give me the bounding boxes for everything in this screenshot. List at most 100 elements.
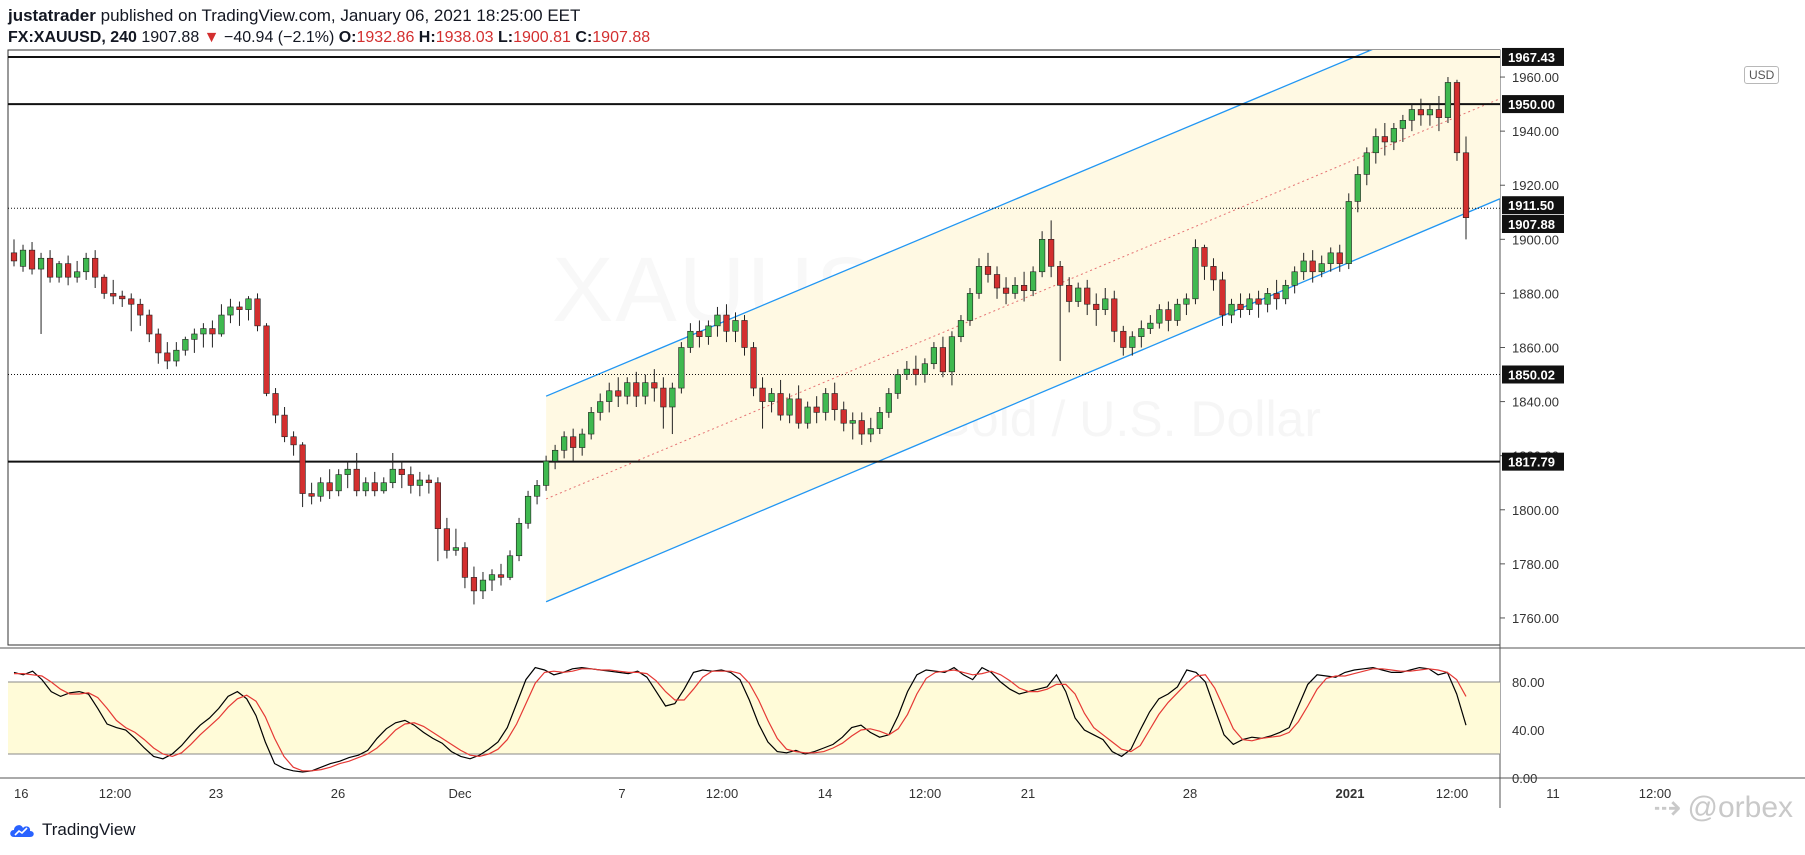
candle-body [885, 393, 892, 413]
candle-body [353, 468, 360, 492]
price-tick-label: 1940.00 [1512, 124, 1559, 139]
candle-body [515, 522, 523, 557]
price-label-box [1502, 215, 1564, 234]
candle-body [65, 263, 72, 278]
candle-body [1192, 247, 1199, 300]
candle-body [425, 479, 432, 484]
candle-body [651, 382, 658, 389]
candle-body [678, 347, 685, 389]
candle-body [227, 306, 234, 316]
time-tick-label: 21 [1021, 786, 1035, 801]
candle-body [1273, 293, 1280, 300]
candle-body [101, 276, 108, 294]
candle-body [1381, 136, 1388, 143]
candle-body [1264, 293, 1271, 305]
candle-body [137, 303, 144, 316]
price-label: 1967.43 [1508, 50, 1555, 65]
close-label: C: [575, 29, 593, 46]
candle-body [786, 398, 793, 416]
high-value: 1938.03 [435, 29, 494, 46]
candle-body [867, 428, 874, 435]
price-tick-label: 1760.00 [1512, 611, 1559, 626]
candle-body [1048, 239, 1055, 267]
time-tick-label: 2021 [1336, 786, 1365, 801]
candle-body [1102, 298, 1109, 310]
candle-body [696, 330, 703, 337]
time-tick-label: 16 [14, 786, 28, 801]
candle-body [1462, 152, 1470, 218]
candle-body [813, 406, 820, 413]
candle-body [416, 479, 423, 486]
candle-body [1075, 287, 1082, 302]
credit-text: @orbex [1687, 791, 1794, 824]
time-tick-label: 28 [1183, 786, 1197, 801]
author-name[interactable]: justatrader [8, 6, 96, 25]
symbol-label[interactable]: FX:XAUUSD, 240 [8, 29, 137, 46]
price-label-box [1502, 452, 1564, 471]
candle-body [1372, 136, 1379, 154]
price-tick-label: 1900.00 [1512, 232, 1559, 247]
time-tick-label: 12:00 [1436, 786, 1469, 801]
candle-body [110, 293, 117, 297]
candle-body [687, 330, 694, 348]
candle-body [624, 382, 631, 397]
candle-body [642, 382, 649, 397]
candle-body [1147, 322, 1154, 329]
candle-body [218, 314, 225, 335]
candle-body [750, 347, 757, 389]
candle-body [1129, 336, 1136, 348]
candle-body [1390, 128, 1397, 143]
candle-body [119, 295, 126, 300]
candle-body [1020, 284, 1028, 292]
price-tick-label: 1860.00 [1512, 341, 1559, 356]
candle-body [155, 333, 162, 354]
candle-body [831, 393, 838, 411]
tradingview-logo[interactable]: TradingView [8, 820, 136, 840]
time-tick-label: 23 [209, 786, 223, 801]
candle-body [290, 436, 297, 446]
candle-body [92, 257, 99, 278]
channel-fill [546, 50, 1500, 602]
candle-body [714, 314, 721, 327]
candle-body [1156, 309, 1163, 324]
price-label-box [1502, 196, 1564, 215]
candle-body [28, 249, 36, 270]
candle-body [858, 420, 865, 435]
price-label-box [1502, 95, 1564, 114]
candle-body [552, 449, 559, 462]
candle-body [543, 460, 550, 486]
stoch-tick-label: 80.00 [1512, 675, 1545, 690]
candle-body [615, 390, 622, 397]
price-tick-label: 1880.00 [1512, 286, 1559, 301]
candle-body [1111, 298, 1118, 332]
candle-body [894, 374, 901, 394]
orbex-logo-icon: ⇢ [1653, 789, 1682, 827]
currency-badge[interactable]: USD [1744, 66, 1780, 84]
candle-body [939, 347, 947, 373]
candle-body [1336, 252, 1343, 264]
candle-body [984, 266, 992, 275]
low-label: L: [497, 29, 514, 46]
plot-area [8, 50, 1500, 605]
price-tick-label: 1780.00 [1512, 557, 1559, 572]
price-label: 1850.02 [1508, 367, 1555, 382]
change-arrow-icon: ▼ [203, 29, 220, 46]
time-tick-label: Dec [448, 786, 472, 801]
ohlc-legend: FX:XAUUSD, 240 1907.88 ▼ −40.94 (−2.1%) … [8, 29, 650, 47]
time-tick-label: 7 [618, 786, 625, 801]
time-tick-label: 14 [818, 786, 832, 801]
candle-body [1210, 266, 1217, 281]
candle-body [1039, 239, 1046, 273]
candle-body [452, 547, 460, 551]
candle-body [10, 252, 18, 262]
stoch-d-line [14, 668, 1467, 772]
price-label-box [1502, 365, 1564, 384]
last-price: 1907.88 [141, 29, 200, 46]
candle-body [1174, 303, 1181, 321]
time-tick-label: 12:00 [706, 786, 739, 801]
candle-body [912, 368, 919, 375]
candle-body [948, 336, 956, 373]
price-tick-label: 1800.00 [1512, 503, 1559, 518]
candle-body [371, 482, 378, 492]
